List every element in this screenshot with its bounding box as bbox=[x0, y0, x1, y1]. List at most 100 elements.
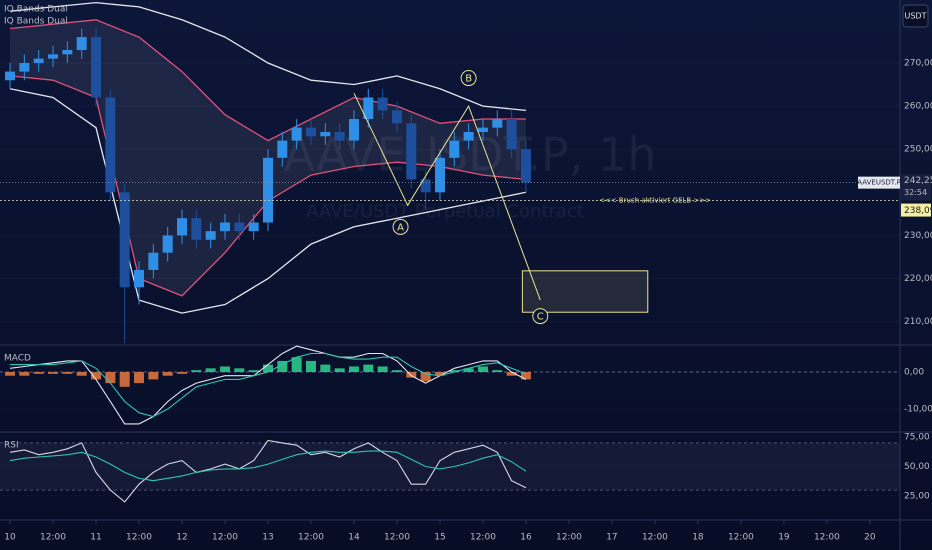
indicator-line bbox=[9, 450, 527, 482]
candle-body bbox=[262, 157, 273, 223]
x-tick-label: 19 bbox=[778, 533, 790, 543]
histogram-bar bbox=[162, 372, 173, 376]
x-tick-label: 12:00 bbox=[642, 533, 668, 543]
y-tick-label: 260,00 bbox=[904, 102, 932, 112]
histogram-bar bbox=[520, 372, 531, 380]
x-tick-label: 12:00 bbox=[212, 533, 238, 543]
candle-body bbox=[477, 127, 488, 132]
histogram-bar bbox=[105, 372, 116, 384]
histogram-bar bbox=[262, 364, 273, 373]
histogram-bar bbox=[463, 368, 474, 373]
histogram-bar bbox=[291, 357, 302, 373]
histogram-bar bbox=[119, 372, 130, 387]
y-tick-label: 230,00 bbox=[904, 231, 932, 241]
histogram-bar bbox=[220, 366, 230, 373]
x-tick-label: 14 bbox=[348, 533, 360, 543]
candle-body bbox=[391, 110, 402, 124]
countdown: 32:54 bbox=[904, 188, 927, 197]
candle-body bbox=[91, 37, 102, 98]
candle-body bbox=[105, 97, 116, 193]
symbol-tag-label: AAVEUSDT.P bbox=[857, 179, 900, 187]
price-tag bbox=[901, 174, 931, 201]
level-tag bbox=[901, 203, 931, 217]
histogram-bar bbox=[377, 366, 388, 373]
candle-body bbox=[277, 140, 288, 158]
target-zone bbox=[521, 270, 649, 313]
candle-body bbox=[76, 37, 87, 51]
x-tick-label: 12:00 bbox=[728, 533, 754, 543]
x-tick-label: 16 bbox=[520, 533, 532, 543]
histogram-bar bbox=[492, 370, 503, 373]
histogram-bar bbox=[234, 368, 245, 373]
currency-button[interactable] bbox=[902, 4, 929, 28]
wave-label: C bbox=[537, 312, 544, 323]
price-tag-label: 242,25 bbox=[904, 176, 932, 186]
histogram-bar bbox=[305, 360, 316, 373]
y-tick-label: 25,00 bbox=[904, 492, 930, 502]
x-tick-label: 18 bbox=[692, 533, 704, 543]
candle-body bbox=[234, 222, 245, 232]
histogram-bar bbox=[134, 372, 145, 384]
histogram-bar bbox=[348, 366, 359, 373]
histogram-bar bbox=[248, 370, 259, 373]
wave-label: A bbox=[397, 222, 404, 233]
band-line bbox=[9, 88, 527, 314]
x-tick-label: 17 bbox=[606, 533, 617, 543]
x-tick-label: 12:00 bbox=[556, 533, 582, 543]
candle-body bbox=[492, 119, 503, 128]
histogram-bar bbox=[391, 370, 402, 373]
x-tick-label: 13 bbox=[262, 533, 273, 543]
candle-body bbox=[305, 127, 316, 137]
wave-line bbox=[353, 92, 541, 301]
x-tick-label: 12:00 bbox=[384, 533, 410, 543]
candle-body bbox=[406, 123, 417, 180]
candle-body bbox=[506, 119, 517, 150]
histogram-bar bbox=[91, 372, 102, 380]
indicator-line bbox=[9, 439, 527, 503]
candle-body bbox=[348, 119, 359, 141]
y-tick-label: 0,00 bbox=[904, 368, 924, 378]
histogram-bar bbox=[449, 370, 460, 373]
candle-body bbox=[119, 192, 130, 288]
histogram-bar bbox=[48, 372, 59, 374]
histogram-bar bbox=[76, 372, 87, 376]
legend-entry: IQ Bands Dual bbox=[4, 5, 68, 15]
candle-body bbox=[363, 97, 374, 120]
candle-body bbox=[5, 71, 16, 81]
histogram-bar bbox=[363, 364, 374, 373]
histogram-bar bbox=[191, 370, 202, 373]
candle-body bbox=[420, 179, 431, 193]
histogram-bar bbox=[62, 372, 73, 374]
rsi-band bbox=[0, 442, 900, 491]
wave-marker bbox=[392, 218, 409, 235]
y-tick-label: 210,00 bbox=[904, 317, 932, 327]
y-tick-label: 250,00 bbox=[904, 145, 932, 155]
band-line bbox=[9, 19, 526, 142]
candle-body bbox=[205, 231, 216, 240]
histogram-bar bbox=[420, 372, 431, 382]
candle-body bbox=[434, 157, 445, 193]
watermark-description: AAVE/USDT Perpetual Contract bbox=[306, 201, 584, 222]
x-tick-label: 15 bbox=[434, 533, 445, 543]
y-tick-label: 50,00 bbox=[904, 462, 930, 472]
y-tick-label: 220,00 bbox=[904, 274, 932, 284]
x-tick-label: 12:00 bbox=[126, 533, 152, 543]
wave-marker bbox=[460, 70, 477, 87]
candle-body bbox=[162, 235, 173, 253]
candle-body bbox=[148, 252, 159, 270]
candle-body bbox=[248, 222, 259, 232]
legend-entry: IQ Bands Dual bbox=[4, 17, 68, 27]
candle-body bbox=[19, 62, 30, 72]
histogram-bar bbox=[205, 368, 216, 373]
histogram-bar bbox=[434, 372, 445, 376]
x-tick-label: 20 bbox=[864, 533, 876, 543]
histogram-bar bbox=[33, 372, 44, 374]
y-tick-label: 270,00 bbox=[904, 58, 932, 68]
histogram-bar bbox=[177, 372, 188, 374]
histogram-bar bbox=[334, 368, 345, 373]
panel-title: MACD bbox=[4, 354, 31, 364]
panel-title: RSI bbox=[4, 441, 19, 451]
currency-label: USDT bbox=[905, 12, 927, 21]
